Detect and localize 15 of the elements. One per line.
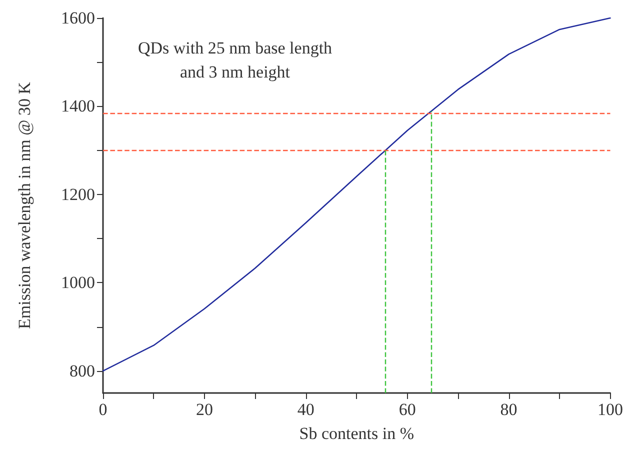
y-tick-label: 1400 (61, 96, 95, 116)
annotation: QDs with 25 nm base length and 3 nm height (138, 38, 333, 82)
y-tick-label: 800 (70, 361, 95, 380)
x-tick-label: 0 (98, 400, 108, 419)
line-series (102, 17, 611, 372)
y-tick-label: 1000 (61, 273, 95, 292)
x-tick-label: 80 (500, 400, 518, 419)
y-tick-label: 1200 (61, 184, 95, 204)
x-axis-title: Sb contents in % (299, 424, 414, 443)
x-tick-label: 60 (398, 400, 416, 419)
y-tick-label: 1600 (61, 8, 95, 28)
x-tick-label: 100 (598, 400, 623, 419)
x-tick-label: 20 (196, 400, 213, 419)
x-tick-label: 40 (297, 400, 314, 419)
y-axis-title: Emission wavelength in nm @ 30 K (15, 81, 34, 330)
